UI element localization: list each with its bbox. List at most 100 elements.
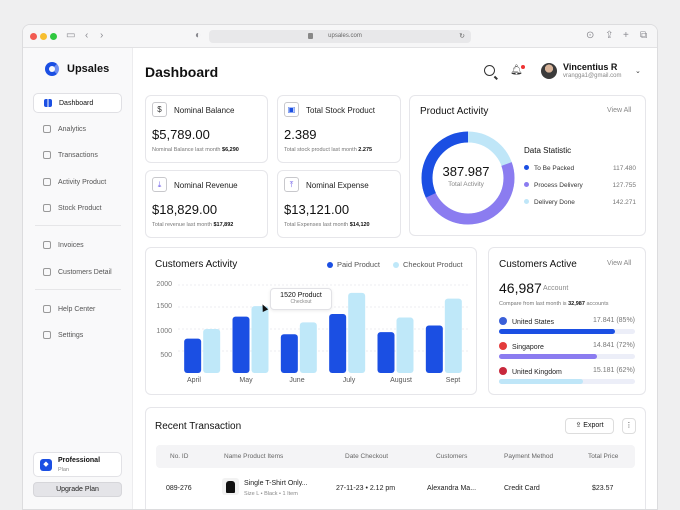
x-tick: August — [390, 377, 412, 384]
uk-flag-icon — [499, 367, 507, 375]
sidebar-item-label: Analytics — [58, 125, 87, 133]
plan-card: ◆ Professional Plan — [33, 452, 122, 477]
stat-row-value: 142.271 — [612, 199, 637, 206]
wallet-icon: $ — [152, 102, 167, 117]
sidebar-item-label: Transactions — [58, 151, 98, 159]
notification-bell-icon[interactable]: 🔔︎ — [510, 65, 525, 76]
avatar[interactable] — [541, 63, 557, 79]
view-all-link[interactable]: View All — [607, 260, 632, 267]
chevron-down-icon[interactable]: ⌄ — [635, 68, 641, 75]
donut-segment-to-be-packed — [421, 131, 515, 225]
minimize-dot[interactable] — [40, 33, 47, 40]
compare-value: 32,987 — [568, 301, 585, 307]
sidebar-item-activity-product[interactable]: Activity Product — [33, 172, 122, 192]
maximize-dot[interactable] — [50, 33, 57, 40]
stat-card-nominal-revenue[interactable]: ⤓ Nominal Revenue $18,829.00 Total reven… — [145, 170, 268, 238]
sidebar-item-dashboard[interactable]: Dashboard — [33, 93, 122, 113]
forward-icon[interactable]: › — [100, 30, 104, 41]
users-icon — [43, 268, 51, 276]
back-icon[interactable]: ‹ — [85, 30, 89, 41]
grid-icon — [44, 99, 52, 107]
x-tick: Sept — [445, 377, 461, 384]
bar-checkout-april[interactable] — [203, 329, 221, 373]
browser-window: ▭ ‹ › ◐ upsales.com ↻ ⊙ ⇪ + ⧉ Upsales Das… — [22, 24, 658, 510]
sidebar: Upsales Dashboard Analytics Transactions… — [23, 48, 133, 509]
card-title: Product Activity — [420, 106, 489, 117]
country-value: 17.841 (85%) — [592, 317, 635, 324]
bar-paid-august[interactable] — [377, 332, 395, 373]
stat-sub: Total Expenses last month $14,120 — [284, 222, 370, 228]
tabs-overview-icon[interactable]: ⧉ — [640, 30, 648, 41]
more-options-icon[interactable]: ⋮ — [622, 418, 636, 434]
export-button[interactable]: ⇪ Export — [565, 418, 614, 434]
product-activity-card: Product Activity View All 387.987 Total … — [409, 95, 646, 236]
stat-card-nominal-expense[interactable]: ⤒ Nominal Expense $13,121.00 Total Expen… — [277, 170, 401, 238]
y-tick: 1000 — [156, 328, 172, 335]
sidebar-item-invoices[interactable]: Invoices — [33, 235, 122, 255]
stat-sub-value: $6,290 — [222, 147, 239, 153]
bar-paid-july[interactable] — [329, 314, 347, 373]
sidebar-item-help-center[interactable]: Help Center — [33, 299, 122, 319]
bar-checkout-august[interactable] — [396, 317, 414, 373]
address-bar[interactable]: upsales.com ↻ — [209, 30, 471, 43]
stat-row-label: Process Delivery — [534, 182, 583, 189]
bar-checkout-june[interactable] — [299, 322, 317, 373]
sidebar-item-label: Activity Product — [58, 178, 107, 186]
upgrade-plan-button[interactable]: Upgrade Plan — [33, 482, 122, 497]
sidebar-item-customers-detail[interactable]: Customers Detail — [33, 262, 122, 282]
donut-total-value: 387.987 — [442, 164, 490, 179]
share-icon[interactable]: ⇪ — [605, 30, 614, 41]
sidebar-item-label: Invoices — [58, 241, 84, 249]
close-dot[interactable] — [30, 33, 37, 40]
cell-product: Single T-Shirt Only... — [244, 480, 308, 487]
col-header: Customers — [436, 453, 468, 460]
browser-toolbar: ▭ ‹ › ◐ upsales.com ↻ ⊙ ⇪ + ⧉ — [23, 25, 657, 48]
sidebar-item-transactions[interactable]: Transactions — [33, 145, 122, 165]
stat-card-total-stock[interactable]: ▣ Total Stock Product 2.389 Total stock … — [277, 95, 401, 163]
active-unit: Account — [543, 285, 569, 292]
legend-dot — [524, 199, 529, 204]
sidebar-item-stock-product[interactable]: Stock Product — [33, 198, 122, 218]
stat-row-label: Delivery Done — [534, 199, 575, 206]
search-icon[interactable] — [484, 65, 495, 76]
stat-sub: Total revenue last month $17,892 — [152, 222, 233, 228]
country-name: United Kingdom — [512, 369, 562, 376]
bar-checkout-may[interactable] — [251, 306, 269, 373]
view-all-link[interactable]: View All — [607, 107, 632, 114]
box-icon — [43, 204, 51, 212]
bar-checkout-july[interactable] — [348, 292, 366, 373]
cell-customer: Alexandra Ma... — [427, 485, 477, 492]
legend-dot — [393, 262, 399, 268]
stat-sub: Nominal Balance last month $6,290 — [152, 147, 239, 153]
sidebar-toggle-icon[interactable]: ▭ — [66, 30, 76, 41]
bar-checkout-sept[interactable] — [444, 298, 462, 373]
bar-paid-sept[interactable] — [425, 325, 443, 373]
bar-paid-june[interactable] — [280, 334, 298, 373]
data-statistic-title: Data Statistic — [524, 146, 572, 155]
brand-name: Upsales — [67, 63, 110, 75]
progress-united-kingdom — [499, 379, 635, 384]
stat-label: Total Stock Product — [306, 106, 375, 115]
sidebar-item-analytics[interactable]: Analytics — [33, 119, 122, 139]
tooltip-value: 1520 Product — [280, 292, 322, 299]
y-tick: 2000 — [156, 281, 172, 288]
stat-row-delivery-done: Delivery Done 142.271 — [524, 199, 636, 206]
new-tab-icon[interactable]: + — [623, 30, 629, 41]
bar-paid-april[interactable] — [184, 338, 202, 373]
headset-icon — [43, 305, 51, 313]
stat-card-nominal-balance[interactable]: $ Nominal Balance $5,789.00 Nominal Bala… — [145, 95, 268, 163]
download-icon[interactable]: ⊙ — [586, 30, 595, 41]
legend-checkout-product: Checkout Product — [393, 260, 463, 269]
tshirt-image — [222, 478, 239, 495]
reload-icon[interactable]: ↻ — [459, 33, 465, 40]
card-title: Customers Active — [499, 259, 577, 270]
donut-segment-process-delivery — [421, 131, 515, 225]
col-header: No. ID — [170, 453, 189, 460]
sidebar-item-settings[interactable]: Settings — [33, 325, 122, 345]
col-header: Date Checkout — [345, 453, 388, 460]
shield-icon[interactable]: ◐ — [195, 30, 202, 41]
bar-paid-may[interactable] — [232, 316, 250, 373]
stat-value: 2.389 — [284, 127, 317, 142]
stat-value: $5,789.00 — [152, 127, 210, 142]
stat-sub-text: Total revenue last month — [152, 222, 212, 228]
